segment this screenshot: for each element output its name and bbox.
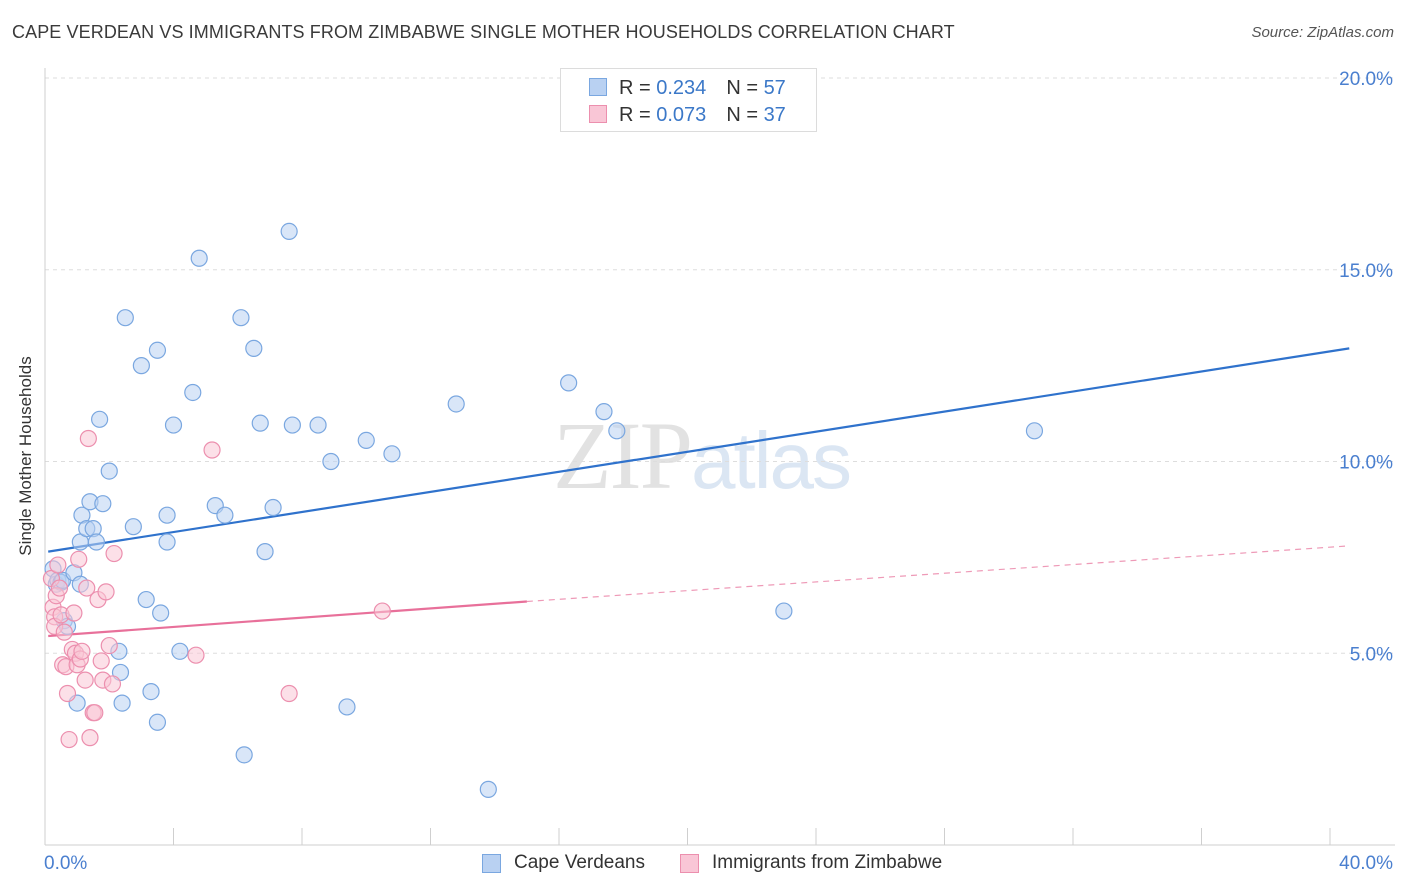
legend-swatch-pink xyxy=(589,105,607,123)
point-cape-verdean xyxy=(190,249,208,267)
legend-text: R = 0.234 N = 57 xyxy=(619,77,786,100)
point-cape-verdean xyxy=(251,414,269,432)
point-cape-verdean xyxy=(1025,422,1044,440)
legend-label: Immigrants from Zimbabwe xyxy=(712,852,943,873)
point-zimbabwe xyxy=(79,429,97,448)
point-cape-verdean xyxy=(560,374,578,392)
point-zimbabwe xyxy=(105,544,123,563)
legend-label: Cape Verdeans xyxy=(514,852,645,873)
point-cape-verdean xyxy=(264,498,282,517)
y-tick-label: 15.0% xyxy=(1339,261,1393,282)
point-zimbabwe xyxy=(92,652,110,670)
point-cape-verdean xyxy=(100,462,118,480)
point-cape-verdean xyxy=(383,445,401,463)
point-cape-verdean xyxy=(148,713,167,731)
point-cape-verdean xyxy=(608,422,626,440)
point-zimbabwe xyxy=(187,646,205,664)
point-zimbabwe xyxy=(60,730,78,749)
n-label: N = xyxy=(726,104,764,126)
r-value: 0.234 xyxy=(656,77,707,99)
point-zimbabwe xyxy=(70,550,88,568)
point-zimbabwe xyxy=(81,729,99,747)
point-zimbabwe xyxy=(65,604,83,622)
point-cape-verdean xyxy=(116,309,134,327)
x-tick-label: 0.0% xyxy=(44,853,87,874)
source-label: Source: ZipAtlas.com xyxy=(1251,24,1394,41)
y-tick-label: 5.0% xyxy=(1350,644,1393,665)
point-zimbabwe xyxy=(100,636,118,655)
point-cape-verdean xyxy=(137,590,155,609)
r-label: R = xyxy=(619,77,657,99)
r-value: 0.073 xyxy=(656,104,707,126)
point-zimbabwe xyxy=(97,583,115,601)
tick-labels: 5.0% 10.0% 15.0% 20.0% 0.0% 40.0% xyxy=(44,69,1393,874)
point-zimbabwe xyxy=(78,579,96,597)
point-cape-verdean xyxy=(152,604,170,622)
point-cape-verdean xyxy=(171,642,189,660)
r-label: R = xyxy=(619,104,657,126)
point-cape-verdean xyxy=(309,416,327,434)
point-cape-verdean xyxy=(164,416,183,434)
point-zimbabwe xyxy=(203,441,221,459)
point-zimbabwe xyxy=(373,602,391,620)
point-zimbabwe xyxy=(280,684,298,703)
point-cape-verdean xyxy=(232,309,250,327)
point-cape-verdean xyxy=(322,452,340,471)
data-points xyxy=(42,222,1044,798)
point-zimbabwe xyxy=(50,579,69,597)
x-tick-label: 40.0% xyxy=(1339,853,1393,874)
point-zimbabwe xyxy=(49,556,67,574)
point-zimbabwe xyxy=(86,704,104,722)
point-zimbabwe xyxy=(76,671,94,689)
point-zimbabwe xyxy=(58,684,77,703)
point-zimbabwe xyxy=(103,675,122,693)
point-cape-verdean xyxy=(357,431,375,450)
n-value: 37 xyxy=(763,104,786,126)
point-cape-verdean xyxy=(216,506,234,524)
point-cape-verdean xyxy=(338,698,356,716)
legend-swatch-blue xyxy=(589,78,607,96)
point-cape-verdean xyxy=(283,416,301,434)
gridlines xyxy=(45,77,1395,654)
y-axis-label: Single Mother Households xyxy=(16,356,35,556)
point-cape-verdean xyxy=(113,694,131,712)
point-cape-verdean xyxy=(158,533,176,551)
point-cape-verdean xyxy=(479,780,497,798)
n-value: 57 xyxy=(763,77,786,99)
point-zimbabwe xyxy=(73,642,91,660)
trend-lines xyxy=(48,347,1350,638)
point-cape-verdean xyxy=(245,339,263,357)
n-label: N = xyxy=(726,77,764,99)
legend-text: R = 0.073 N = 37 xyxy=(619,104,786,127)
chart-title: CAPE VERDEAN VS IMMIGRANTS FROM ZIMBABWE… xyxy=(12,22,955,42)
point-cape-verdean xyxy=(142,682,160,701)
point-zimbabwe xyxy=(55,623,73,641)
axes xyxy=(44,68,1395,846)
point-cape-verdean xyxy=(235,746,253,764)
correlation-legend: R = 0.234 N = 57 R = 0.073 N = 37 xyxy=(560,68,817,132)
point-cape-verdean xyxy=(280,222,298,240)
point-cape-verdean xyxy=(595,403,613,421)
point-cape-verdean xyxy=(132,357,150,375)
y-tick-label: 20.0% xyxy=(1339,69,1393,90)
trend-line xyxy=(48,600,527,638)
point-cape-verdean xyxy=(775,602,793,620)
point-cape-verdean xyxy=(148,341,167,359)
point-cape-verdean xyxy=(87,533,106,551)
point-cape-verdean xyxy=(158,506,176,524)
legend-swatch-pink xyxy=(680,854,699,873)
legend-swatch-blue xyxy=(482,854,501,873)
trend-line-extension xyxy=(526,545,1350,603)
trend-line xyxy=(48,347,1350,553)
point-cape-verdean xyxy=(94,495,112,513)
point-cape-verdean xyxy=(124,518,142,536)
y-tick-label: 10.0% xyxy=(1339,453,1393,474)
point-cape-verdean xyxy=(184,383,202,402)
point-cape-verdean xyxy=(91,410,109,428)
point-cape-verdean xyxy=(256,543,274,561)
point-cape-verdean xyxy=(447,395,465,413)
